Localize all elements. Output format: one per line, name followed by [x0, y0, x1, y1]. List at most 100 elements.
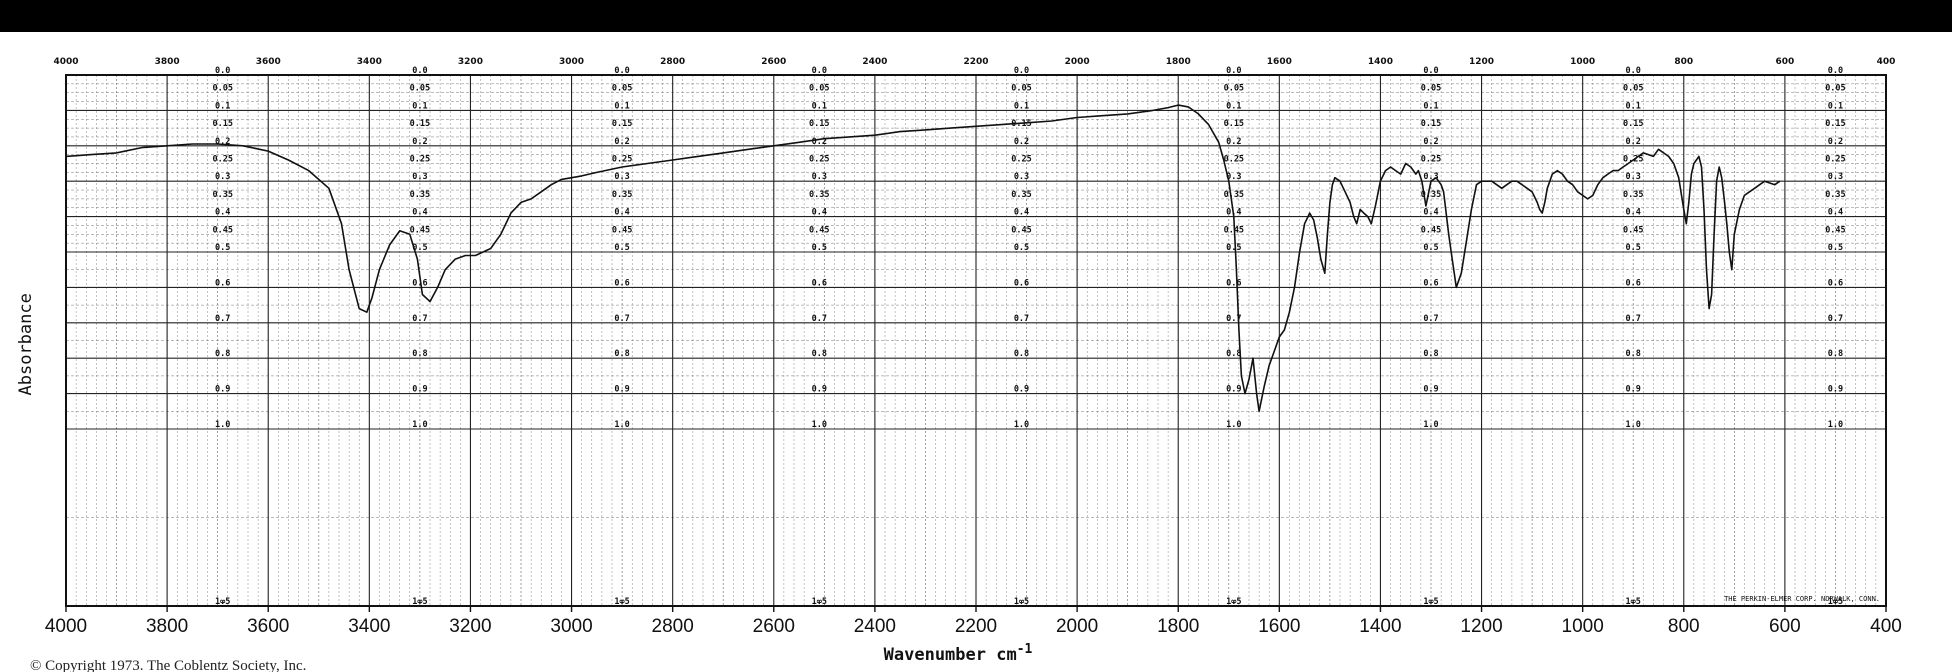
absorbance-label: 0.15 [1623, 119, 1643, 129]
absorbance-label: 0.35 [612, 190, 632, 200]
absorbance-label: 0.05 [212, 84, 232, 94]
bottom-tick-label: 4000 [45, 616, 87, 637]
y-axis-label: Absorbance [16, 293, 36, 395]
absorbance-label: 0.25 [809, 155, 829, 165]
absorbance-label: 0.05 [1623, 84, 1643, 94]
absorbance-label: 1.5 [1828, 597, 1843, 607]
absorbance-label: 0.8 [1423, 349, 1438, 359]
absorbance-label: 0.15 [1421, 119, 1441, 129]
absorbance-label: 0.25 [1421, 155, 1441, 165]
absorbance-label: 0.0 [1626, 66, 1641, 76]
absorbance-label: 0.9 [1626, 385, 1641, 395]
absorbance-label: 0.6 [1226, 278, 1241, 288]
major-grid [65, 74, 1887, 606]
absorbance-label: 0.45 [1421, 225, 1441, 235]
absorbance-label: 0.25 [212, 155, 232, 165]
absorbance-label: ∞ [817, 597, 822, 607]
bottom-tick-label: 1200 [1460, 616, 1502, 637]
absorbance-label: 0.0 [1226, 66, 1241, 76]
bottom-tick-label: 1800 [1157, 616, 1199, 637]
absorbance-label: 0.8 [812, 349, 827, 359]
absorbance-label: 0.05 [1421, 84, 1441, 94]
absorbance-label: 1.5 [1423, 597, 1438, 607]
absorbance-label: 0.5 [1226, 243, 1241, 253]
absorbance-label: 0.9 [614, 385, 629, 395]
absorbance-label: 0.7 [1828, 314, 1843, 324]
absorbance-label: 0.5 [215, 243, 230, 253]
absorbance-label: 1.5 [1626, 597, 1641, 607]
absorbance-label: 0.15 [1825, 119, 1845, 129]
top-tick-label: 1600 [1267, 57, 1292, 67]
absorbance-label: 0.15 [212, 119, 232, 129]
bottom-tick-label: 3400 [348, 616, 390, 637]
absorbance-label: 0.0 [1423, 66, 1438, 76]
bottom-tick-label: 1400 [1359, 616, 1401, 637]
bottom-tick-label: 1600 [1258, 616, 1300, 637]
absorbance-label: 0.7 [1226, 314, 1241, 324]
bottom-tick-label: 400 [1870, 616, 1902, 637]
absorbance-label: ∞ [620, 597, 625, 607]
absorbance-label: ∞ [1428, 597, 1433, 607]
copyright-notice: © Copyright 1973. The Coblentz Society, … [30, 658, 306, 672]
absorbance-label: 1.5 [1014, 597, 1029, 607]
absorbance-label: 0.15 [1011, 119, 1031, 129]
absorbance-label: 0.1 [412, 101, 427, 111]
absorbance-label: 0.5 [1423, 243, 1438, 253]
absorbance-label: 0.15 [1224, 119, 1244, 129]
absorbance-label: 0.8 [1014, 349, 1029, 359]
absorbance-label: 0.05 [612, 84, 632, 94]
absorbance-label: 0.6 [1828, 278, 1843, 288]
absorbance-label: 0.4 [812, 208, 827, 218]
absorbance-label: 0.6 [812, 278, 827, 288]
absorbance-label: 1.5 [812, 597, 827, 607]
absorbance-label: ∞ [1019, 597, 1024, 607]
absorbance-label: 0.6 [614, 278, 629, 288]
top-black-band [0, 0, 1952, 32]
absorbance-label: 0.4 [1626, 208, 1641, 218]
absorbance-label: 1.0 [1626, 420, 1641, 430]
absorbance-label: 0.1 [1226, 101, 1241, 111]
bottom-tick-label: 3600 [247, 616, 289, 637]
x-axis-label: Wavenumber cm-1 [884, 642, 1033, 665]
absorbance-label: 1.5 [215, 597, 230, 607]
top-tick-label: 1000 [1570, 57, 1595, 67]
absorbance-label: 0.1 [215, 101, 230, 111]
absorbance-label: 0.1 [614, 101, 629, 111]
absorbance-label: 0.2 [412, 137, 427, 147]
bottom-tick-label: 2800 [652, 616, 694, 637]
absorbance-label: 0.0 [1014, 66, 1029, 76]
absorbance-label: 0.9 [1226, 385, 1241, 395]
absorbance-label: 0.45 [809, 225, 829, 235]
absorbance-label: 0.3 [215, 172, 230, 182]
absorbance-label: 0.9 [1014, 385, 1029, 395]
absorbance-label: 0.7 [1423, 314, 1438, 324]
absorbance-label: 0.4 [1828, 208, 1843, 218]
absorbance-label: 0.2 [1014, 137, 1029, 147]
absorbance-label: ∞ [1231, 597, 1236, 607]
absorbance-label: 0.25 [410, 155, 430, 165]
bottom-tick-label: 2600 [753, 616, 795, 637]
absorbance-label: 0.5 [1626, 243, 1641, 253]
absorbance-label: 0.2 [1626, 137, 1641, 147]
absorbance-label: 0.6 [1423, 278, 1438, 288]
absorbance-label: 0.25 [1011, 155, 1031, 165]
absorbance-label: ∞ [417, 597, 422, 607]
absorbance-label: 0.0 [412, 66, 427, 76]
absorbance-label: 0.9 [812, 385, 827, 395]
absorbance-label: 0.6 [1014, 278, 1029, 288]
absorbance-label: 0.35 [1224, 190, 1244, 200]
plot-frame [65, 74, 1887, 607]
absorbance-label: 0.1 [1626, 101, 1641, 111]
absorbance-label: 0.3 [1828, 172, 1843, 182]
absorbance-label: 0.05 [1825, 84, 1845, 94]
absorbance-label: 0.2 [215, 137, 230, 147]
absorbance-label: 0.3 [812, 172, 827, 182]
absorbance-label: 1.0 [412, 420, 427, 430]
absorbance-label: 1.0 [1014, 420, 1029, 430]
absorbance-label: 0.45 [410, 225, 430, 235]
top-tick-label: 3800 [155, 57, 180, 67]
top-tick-label: 600 [1775, 57, 1794, 67]
absorbance-label: 0.5 [1828, 243, 1843, 253]
absorbance-label: 0.3 [614, 172, 629, 182]
